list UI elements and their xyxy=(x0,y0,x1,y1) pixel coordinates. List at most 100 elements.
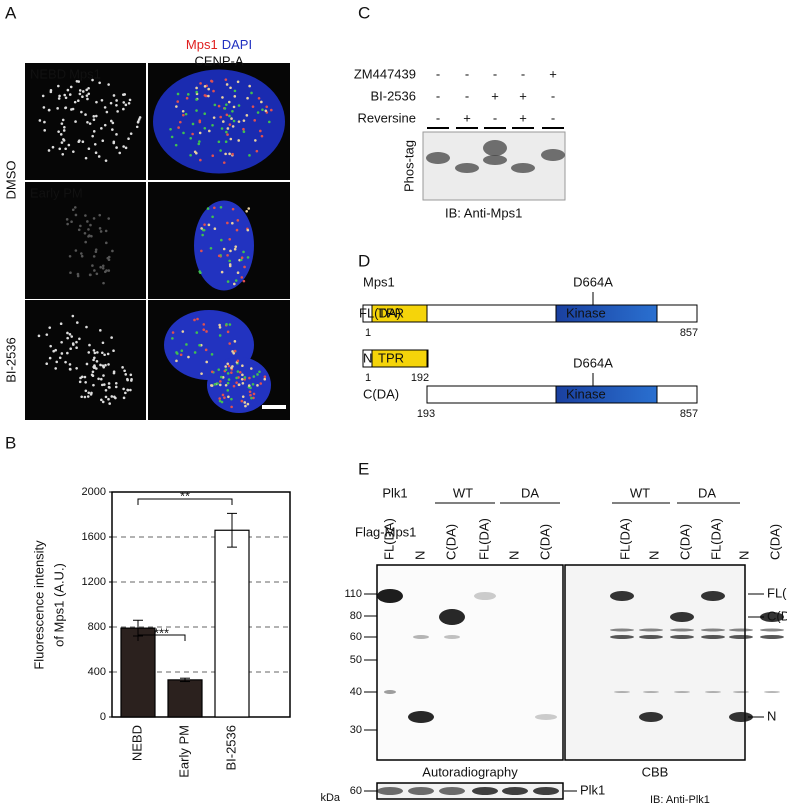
spot xyxy=(233,247,237,251)
spot xyxy=(234,279,238,282)
spot xyxy=(226,127,230,130)
lane-label: FL(DA) xyxy=(617,518,632,560)
spot xyxy=(106,352,110,356)
spot xyxy=(110,336,113,339)
spot xyxy=(52,349,55,353)
spot xyxy=(43,120,46,124)
sign: - xyxy=(551,88,555,103)
spot xyxy=(225,83,229,86)
domain-label: TPR xyxy=(378,350,404,365)
spot xyxy=(228,342,231,345)
spot xyxy=(80,252,83,255)
spot xyxy=(248,376,251,380)
spot xyxy=(75,340,78,344)
spot xyxy=(199,158,202,162)
spot xyxy=(247,384,251,387)
spot xyxy=(237,139,241,142)
spot xyxy=(213,383,217,386)
spot xyxy=(84,113,87,116)
spot xyxy=(75,346,78,350)
spot xyxy=(210,353,214,356)
sign: - xyxy=(436,110,440,125)
stage-label: Early PM xyxy=(30,185,83,200)
band-label: FL(DA) xyxy=(767,585,787,600)
spot xyxy=(92,130,96,133)
spot xyxy=(220,400,224,404)
spot xyxy=(91,78,94,82)
spot xyxy=(233,89,237,93)
spot xyxy=(264,109,268,113)
band xyxy=(701,628,725,632)
spot xyxy=(127,137,130,141)
spot xyxy=(200,372,203,375)
spot xyxy=(100,377,103,381)
panel-label: A xyxy=(5,3,17,22)
spot xyxy=(97,377,100,381)
sign: - xyxy=(436,66,440,81)
spot xyxy=(112,94,116,97)
group-label: WT xyxy=(630,485,650,500)
spot xyxy=(96,351,99,354)
column-header: Mps1 xyxy=(69,66,101,81)
spot xyxy=(107,83,110,86)
marker-label: 30 xyxy=(350,724,362,736)
spot xyxy=(228,264,232,268)
spot xyxy=(88,122,92,125)
spot xyxy=(87,147,91,151)
spot xyxy=(84,214,87,217)
spot xyxy=(83,395,87,399)
spot xyxy=(256,373,259,376)
spot xyxy=(47,108,51,112)
spot xyxy=(61,118,65,122)
micrograph xyxy=(25,300,146,420)
spot xyxy=(105,110,109,114)
spot xyxy=(102,281,105,285)
spot xyxy=(250,396,253,400)
spot xyxy=(75,80,79,83)
spot xyxy=(224,140,228,144)
construct-name: C(DA) xyxy=(363,386,399,401)
spot xyxy=(229,137,233,141)
lane-label: FL(DA) xyxy=(476,518,491,560)
spot xyxy=(203,223,206,226)
spot xyxy=(185,96,189,100)
spot xyxy=(66,351,69,355)
micrograph xyxy=(25,182,146,299)
spot xyxy=(81,90,85,93)
spot xyxy=(107,255,111,259)
band xyxy=(760,628,784,632)
spot xyxy=(242,119,246,122)
spot xyxy=(108,386,111,389)
spot xyxy=(218,397,221,400)
spot xyxy=(56,107,59,110)
band xyxy=(426,152,450,164)
spot xyxy=(245,114,249,117)
spot xyxy=(231,207,235,211)
caption: IB: Anti-Mps1 xyxy=(445,205,522,220)
spot xyxy=(85,94,89,97)
spot xyxy=(227,364,231,368)
spot xyxy=(108,402,111,405)
spot xyxy=(189,136,193,140)
spot xyxy=(213,206,216,210)
spot xyxy=(104,159,108,162)
spot xyxy=(228,237,232,241)
spot xyxy=(86,97,89,101)
spot xyxy=(226,133,229,136)
spot xyxy=(193,351,197,354)
spot xyxy=(63,125,66,129)
spot xyxy=(99,265,102,269)
spot xyxy=(87,391,91,395)
group-label: DA xyxy=(698,485,716,500)
spot xyxy=(115,104,118,107)
spot xyxy=(236,219,240,222)
spot xyxy=(92,383,95,387)
spot xyxy=(115,146,118,149)
spot xyxy=(69,347,72,350)
band xyxy=(377,787,403,795)
spot xyxy=(179,353,183,357)
band xyxy=(729,628,753,632)
band xyxy=(439,787,465,795)
spot xyxy=(72,150,75,153)
spot xyxy=(38,119,42,122)
